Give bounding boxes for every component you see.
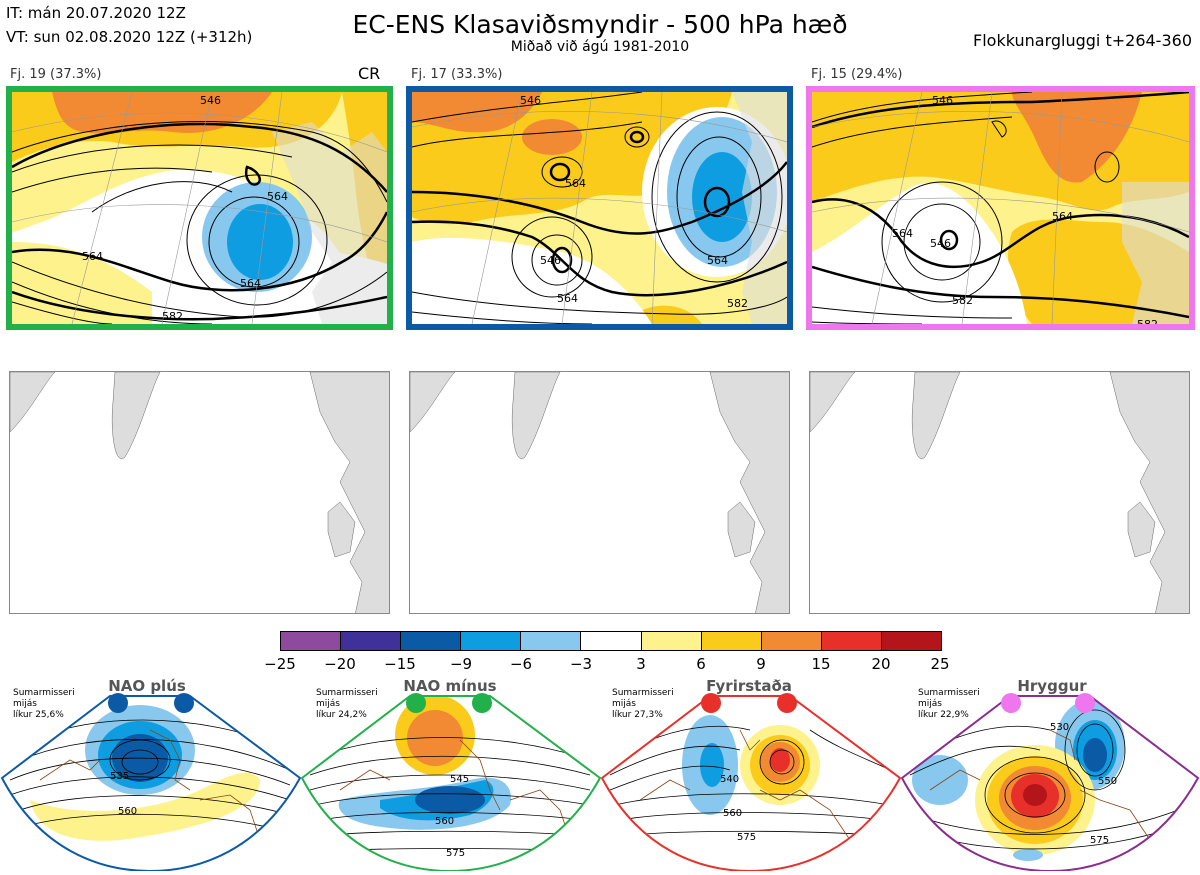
cluster-3-contour-label-582b: 582 xyxy=(1137,318,1158,324)
cluster-3-contour-label-564b: 564 xyxy=(892,227,913,240)
colorbar-swatch xyxy=(341,632,402,650)
cluster-3-contour-label-546a: 546 xyxy=(932,94,953,107)
colorbar-tick: 9 xyxy=(756,655,766,673)
colorbar-tick: 20 xyxy=(871,655,891,673)
cluster-1-contour-label-582: 582 xyxy=(162,310,183,323)
cluster-1-contour-label-583: 583 xyxy=(277,322,298,324)
valid-time: VT: sun 02.08.2020 12Z (+312h) xyxy=(6,28,253,46)
regime-nao-plus-marker xyxy=(108,693,128,713)
regime-ridge-title: Hryggur xyxy=(1017,677,1087,695)
colorbar-tick: −15 xyxy=(384,655,416,673)
colorbar-swatch xyxy=(461,632,522,650)
regime-blocking-marker xyxy=(777,693,797,713)
colorbar-swatch xyxy=(581,632,642,650)
base-map-1 xyxy=(10,372,389,613)
colorbar-tick: 25 xyxy=(930,655,950,673)
colorbar-tick: 15 xyxy=(811,655,831,673)
colorbar-swatch xyxy=(641,632,702,650)
nao-minus-contour-560: 560 xyxy=(435,816,454,827)
nao-minus-contour-575: 575 xyxy=(446,848,465,859)
regime-blocking-map[interactable]: 540 560 575 xyxy=(600,690,902,873)
nao-plus-fan: 535 560 xyxy=(0,693,302,873)
cluster-1-contour-label-564b: 564 xyxy=(82,250,103,263)
cluster-2-map[interactable]: 546 564 546 564 564 582 583 xyxy=(406,86,793,330)
colorbar-tick: −6 xyxy=(509,655,533,673)
blocking-contour-575: 575 xyxy=(737,832,756,843)
cluster-3-contour-label-582a: 582 xyxy=(952,294,973,307)
cluster-2-contour-label-564b: 564 xyxy=(557,292,578,305)
cluster-3-field: 546 546 564 564 582 582 xyxy=(812,92,1189,324)
colorbar-swatch xyxy=(881,632,942,650)
regime-ridge-note: Sumarmisseri mijás líkur 22,9% xyxy=(918,688,980,720)
colorbar-tick: −3 xyxy=(569,655,593,673)
base-map-2 xyxy=(410,372,789,613)
cluster-1-contour-label-546: 546 xyxy=(200,94,221,107)
ridge-contour-575: 575 xyxy=(1090,835,1109,846)
regime-nao-minus-title: NAO mínus xyxy=(403,677,497,695)
cluster-2-contour-label-564a: 564 xyxy=(565,177,586,190)
page-subtitle: Miðað við ágú 1981-2010 xyxy=(510,39,690,55)
regime-ridge-marker xyxy=(1075,693,1095,713)
cluster-3-label: Fj. 15 (29.4%) xyxy=(811,67,903,82)
regime-nao-plus-marker xyxy=(174,693,194,713)
ridge-contour-530: 530 xyxy=(1050,722,1069,733)
cluster-2-contour-label-564c: 564 xyxy=(707,254,728,267)
classification-window: Flokkunargluggi t+264-360 xyxy=(973,31,1192,50)
cluster-2-contour-label-582: 582 xyxy=(727,297,748,310)
regime-nao-plus-map[interactable]: 535 560 xyxy=(0,690,302,873)
colorbar-swatch xyxy=(521,632,582,650)
colorbar-swatch xyxy=(821,632,882,650)
regime-nao-minus-marker xyxy=(406,693,426,713)
page-title: EC-ENS Klasaviðsmyndir - 500 hPa hæð xyxy=(352,10,848,39)
blocking-contour-540: 540 xyxy=(720,774,739,785)
colorbar-swatch xyxy=(401,632,462,650)
nao-plus-contour-535: 535 xyxy=(110,771,129,782)
initial-time: IT: mán 20.07.2020 12Z xyxy=(6,4,186,22)
cluster-2-label: Fj. 17 (33.3%) xyxy=(411,67,503,82)
regime-nao-plus-note: Sumarmisseri mijás líkur 25,6% xyxy=(13,688,75,720)
cluster-3-contour-label-546b: 546 xyxy=(930,237,951,250)
cluster-1-contour-label-564a: 564 xyxy=(267,190,288,203)
cluster-1-map[interactable]: 546 564 564 564 582 583 xyxy=(6,86,393,330)
cluster-1-label: Fj. 19 (37.3%) xyxy=(10,67,102,82)
blocking-fan: 540 560 575 xyxy=(600,693,902,873)
cluster-2-contour-label-546b: 546 xyxy=(540,254,561,267)
colorbar-tick: −25 xyxy=(264,655,296,673)
regime-ridge-map[interactable]: 530 550 575 xyxy=(900,690,1200,873)
cluster-1-anomaly-map[interactable] xyxy=(9,371,390,614)
nao-plus-contour-560: 560 xyxy=(118,806,137,817)
ridge-fan: 530 550 575 xyxy=(900,693,1200,873)
regime-ridge-marker xyxy=(1001,693,1021,713)
colorbar-tick: 6 xyxy=(696,655,706,673)
nao-minus-contour-545: 545 xyxy=(450,774,469,785)
regime-nao-minus-map[interactable]: 545 560 575 xyxy=(300,690,602,873)
regime-blocking-marker xyxy=(701,693,721,713)
regime-nao-minus-marker xyxy=(472,693,492,713)
regime-nao-plus-title: NAO plús xyxy=(108,677,186,695)
cluster-1-tag: CR xyxy=(358,64,381,83)
colorbar-tick: −9 xyxy=(449,655,473,673)
cluster-2-contour-label-583: 583 xyxy=(572,322,593,324)
colorbar-tick: 3 xyxy=(636,655,646,673)
regime-blocking-note: Sumarmisseri mijás líkur 27,3% xyxy=(612,688,674,720)
anomaly-colorbar xyxy=(280,631,942,651)
colorbar-swatch xyxy=(761,632,822,650)
cluster-1-field: 546 564 564 564 582 583 xyxy=(12,92,387,324)
nao-minus-fan: 545 560 575 xyxy=(300,693,602,873)
cluster-3-map[interactable]: 546 546 564 564 582 582 xyxy=(806,86,1195,330)
cluster-2-field: 546 564 546 564 564 582 583 xyxy=(412,92,787,324)
blocking-contour-560: 560 xyxy=(723,808,742,819)
colorbar-swatch xyxy=(281,632,342,650)
cluster-3-anomaly-map[interactable] xyxy=(809,371,1190,614)
cluster-3-contour-label-564a: 564 xyxy=(1052,210,1073,223)
cluster-2-contour-label-546a: 546 xyxy=(520,94,541,107)
base-map-3 xyxy=(810,372,1189,613)
colorbar-swatch xyxy=(701,632,762,650)
ridge-contour-550: 550 xyxy=(1098,776,1117,787)
regime-blocking-title: Fyrirstaða xyxy=(706,677,792,695)
colorbar-tick: −20 xyxy=(324,655,356,673)
regime-nao-minus-note: Sumarmisseri mijás líkur 24,2% xyxy=(316,688,378,720)
cluster-2-anomaly-map[interactable] xyxy=(409,371,790,614)
cluster-1-contour-label-564c: 564 xyxy=(240,277,261,290)
